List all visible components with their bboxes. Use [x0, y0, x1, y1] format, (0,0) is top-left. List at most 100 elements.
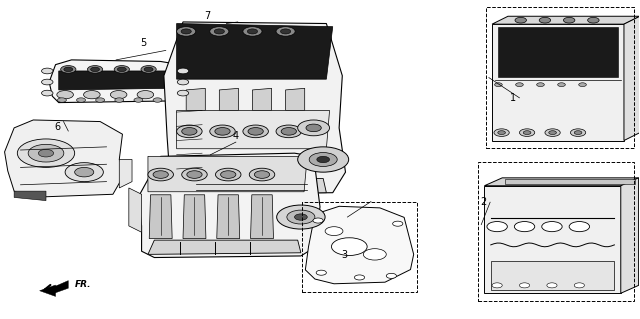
Polygon shape: [252, 88, 271, 110]
Circle shape: [65, 163, 103, 182]
Circle shape: [487, 221, 508, 232]
Circle shape: [58, 98, 67, 102]
Circle shape: [28, 144, 64, 162]
Circle shape: [579, 83, 586, 86]
Circle shape: [276, 125, 301, 138]
Polygon shape: [624, 16, 640, 141]
Polygon shape: [217, 195, 240, 239]
Circle shape: [177, 68, 189, 74]
Circle shape: [298, 120, 330, 136]
Text: FR.: FR.: [75, 280, 91, 289]
Polygon shape: [183, 195, 206, 239]
Polygon shape: [234, 197, 253, 202]
Circle shape: [574, 283, 584, 288]
Circle shape: [187, 171, 202, 178]
Circle shape: [88, 66, 102, 73]
Circle shape: [495, 83, 502, 86]
Circle shape: [38, 149, 54, 157]
Circle shape: [280, 29, 291, 34]
Circle shape: [177, 27, 196, 36]
Circle shape: [570, 129, 586, 137]
Polygon shape: [492, 24, 624, 141]
Circle shape: [287, 210, 315, 224]
Circle shape: [332, 238, 367, 256]
Text: 6: 6: [54, 122, 61, 132]
Circle shape: [177, 79, 189, 85]
Circle shape: [492, 283, 502, 288]
Circle shape: [548, 131, 556, 135]
Circle shape: [96, 98, 104, 102]
Polygon shape: [285, 88, 305, 110]
Circle shape: [84, 91, 100, 99]
Polygon shape: [196, 197, 215, 202]
Text: 3: 3: [341, 250, 348, 260]
Polygon shape: [4, 120, 125, 197]
Polygon shape: [186, 88, 205, 110]
Circle shape: [210, 125, 236, 138]
Polygon shape: [59, 71, 167, 90]
Circle shape: [316, 270, 326, 275]
Circle shape: [393, 221, 403, 226]
Circle shape: [540, 17, 550, 23]
Polygon shape: [506, 179, 636, 184]
Circle shape: [243, 125, 268, 138]
Circle shape: [309, 152, 337, 167]
Polygon shape: [14, 191, 46, 201]
Circle shape: [182, 168, 207, 181]
Circle shape: [243, 27, 262, 36]
Circle shape: [177, 125, 202, 138]
Polygon shape: [148, 156, 307, 192]
Polygon shape: [177, 24, 333, 79]
Circle shape: [520, 283, 530, 288]
Circle shape: [355, 275, 365, 280]
Polygon shape: [250, 195, 273, 239]
Polygon shape: [220, 88, 239, 110]
Circle shape: [153, 171, 168, 178]
Circle shape: [516, 83, 524, 86]
Polygon shape: [129, 188, 141, 232]
Polygon shape: [164, 22, 346, 194]
Circle shape: [216, 168, 241, 181]
Circle shape: [181, 29, 191, 34]
Polygon shape: [499, 27, 618, 77]
Text: 7: 7: [204, 11, 211, 21]
Circle shape: [210, 27, 229, 36]
Circle shape: [557, 83, 565, 86]
Circle shape: [77, 98, 86, 102]
Circle shape: [177, 90, 189, 96]
Circle shape: [494, 129, 509, 137]
Circle shape: [42, 68, 53, 74]
Circle shape: [141, 66, 156, 73]
Polygon shape: [305, 206, 413, 284]
Polygon shape: [138, 153, 320, 257]
Circle shape: [144, 67, 153, 71]
Circle shape: [148, 168, 173, 181]
Circle shape: [298, 147, 349, 172]
Circle shape: [541, 221, 562, 232]
Polygon shape: [621, 178, 639, 293]
Circle shape: [281, 128, 296, 135]
Circle shape: [569, 221, 589, 232]
Circle shape: [117, 67, 126, 71]
Circle shape: [515, 221, 535, 232]
Circle shape: [182, 128, 197, 135]
Polygon shape: [492, 16, 640, 24]
Circle shape: [57, 91, 74, 99]
Circle shape: [115, 98, 124, 102]
Circle shape: [137, 91, 154, 99]
Polygon shape: [149, 195, 172, 239]
Circle shape: [325, 227, 343, 235]
Circle shape: [249, 168, 275, 181]
Circle shape: [215, 128, 230, 135]
Circle shape: [276, 205, 325, 229]
Circle shape: [153, 98, 162, 102]
Polygon shape: [491, 261, 614, 290]
Circle shape: [387, 273, 396, 278]
Circle shape: [524, 131, 531, 135]
Circle shape: [498, 131, 506, 135]
Circle shape: [254, 171, 269, 178]
Circle shape: [110, 91, 127, 99]
Circle shape: [134, 98, 143, 102]
Circle shape: [588, 17, 599, 23]
Circle shape: [214, 29, 225, 34]
